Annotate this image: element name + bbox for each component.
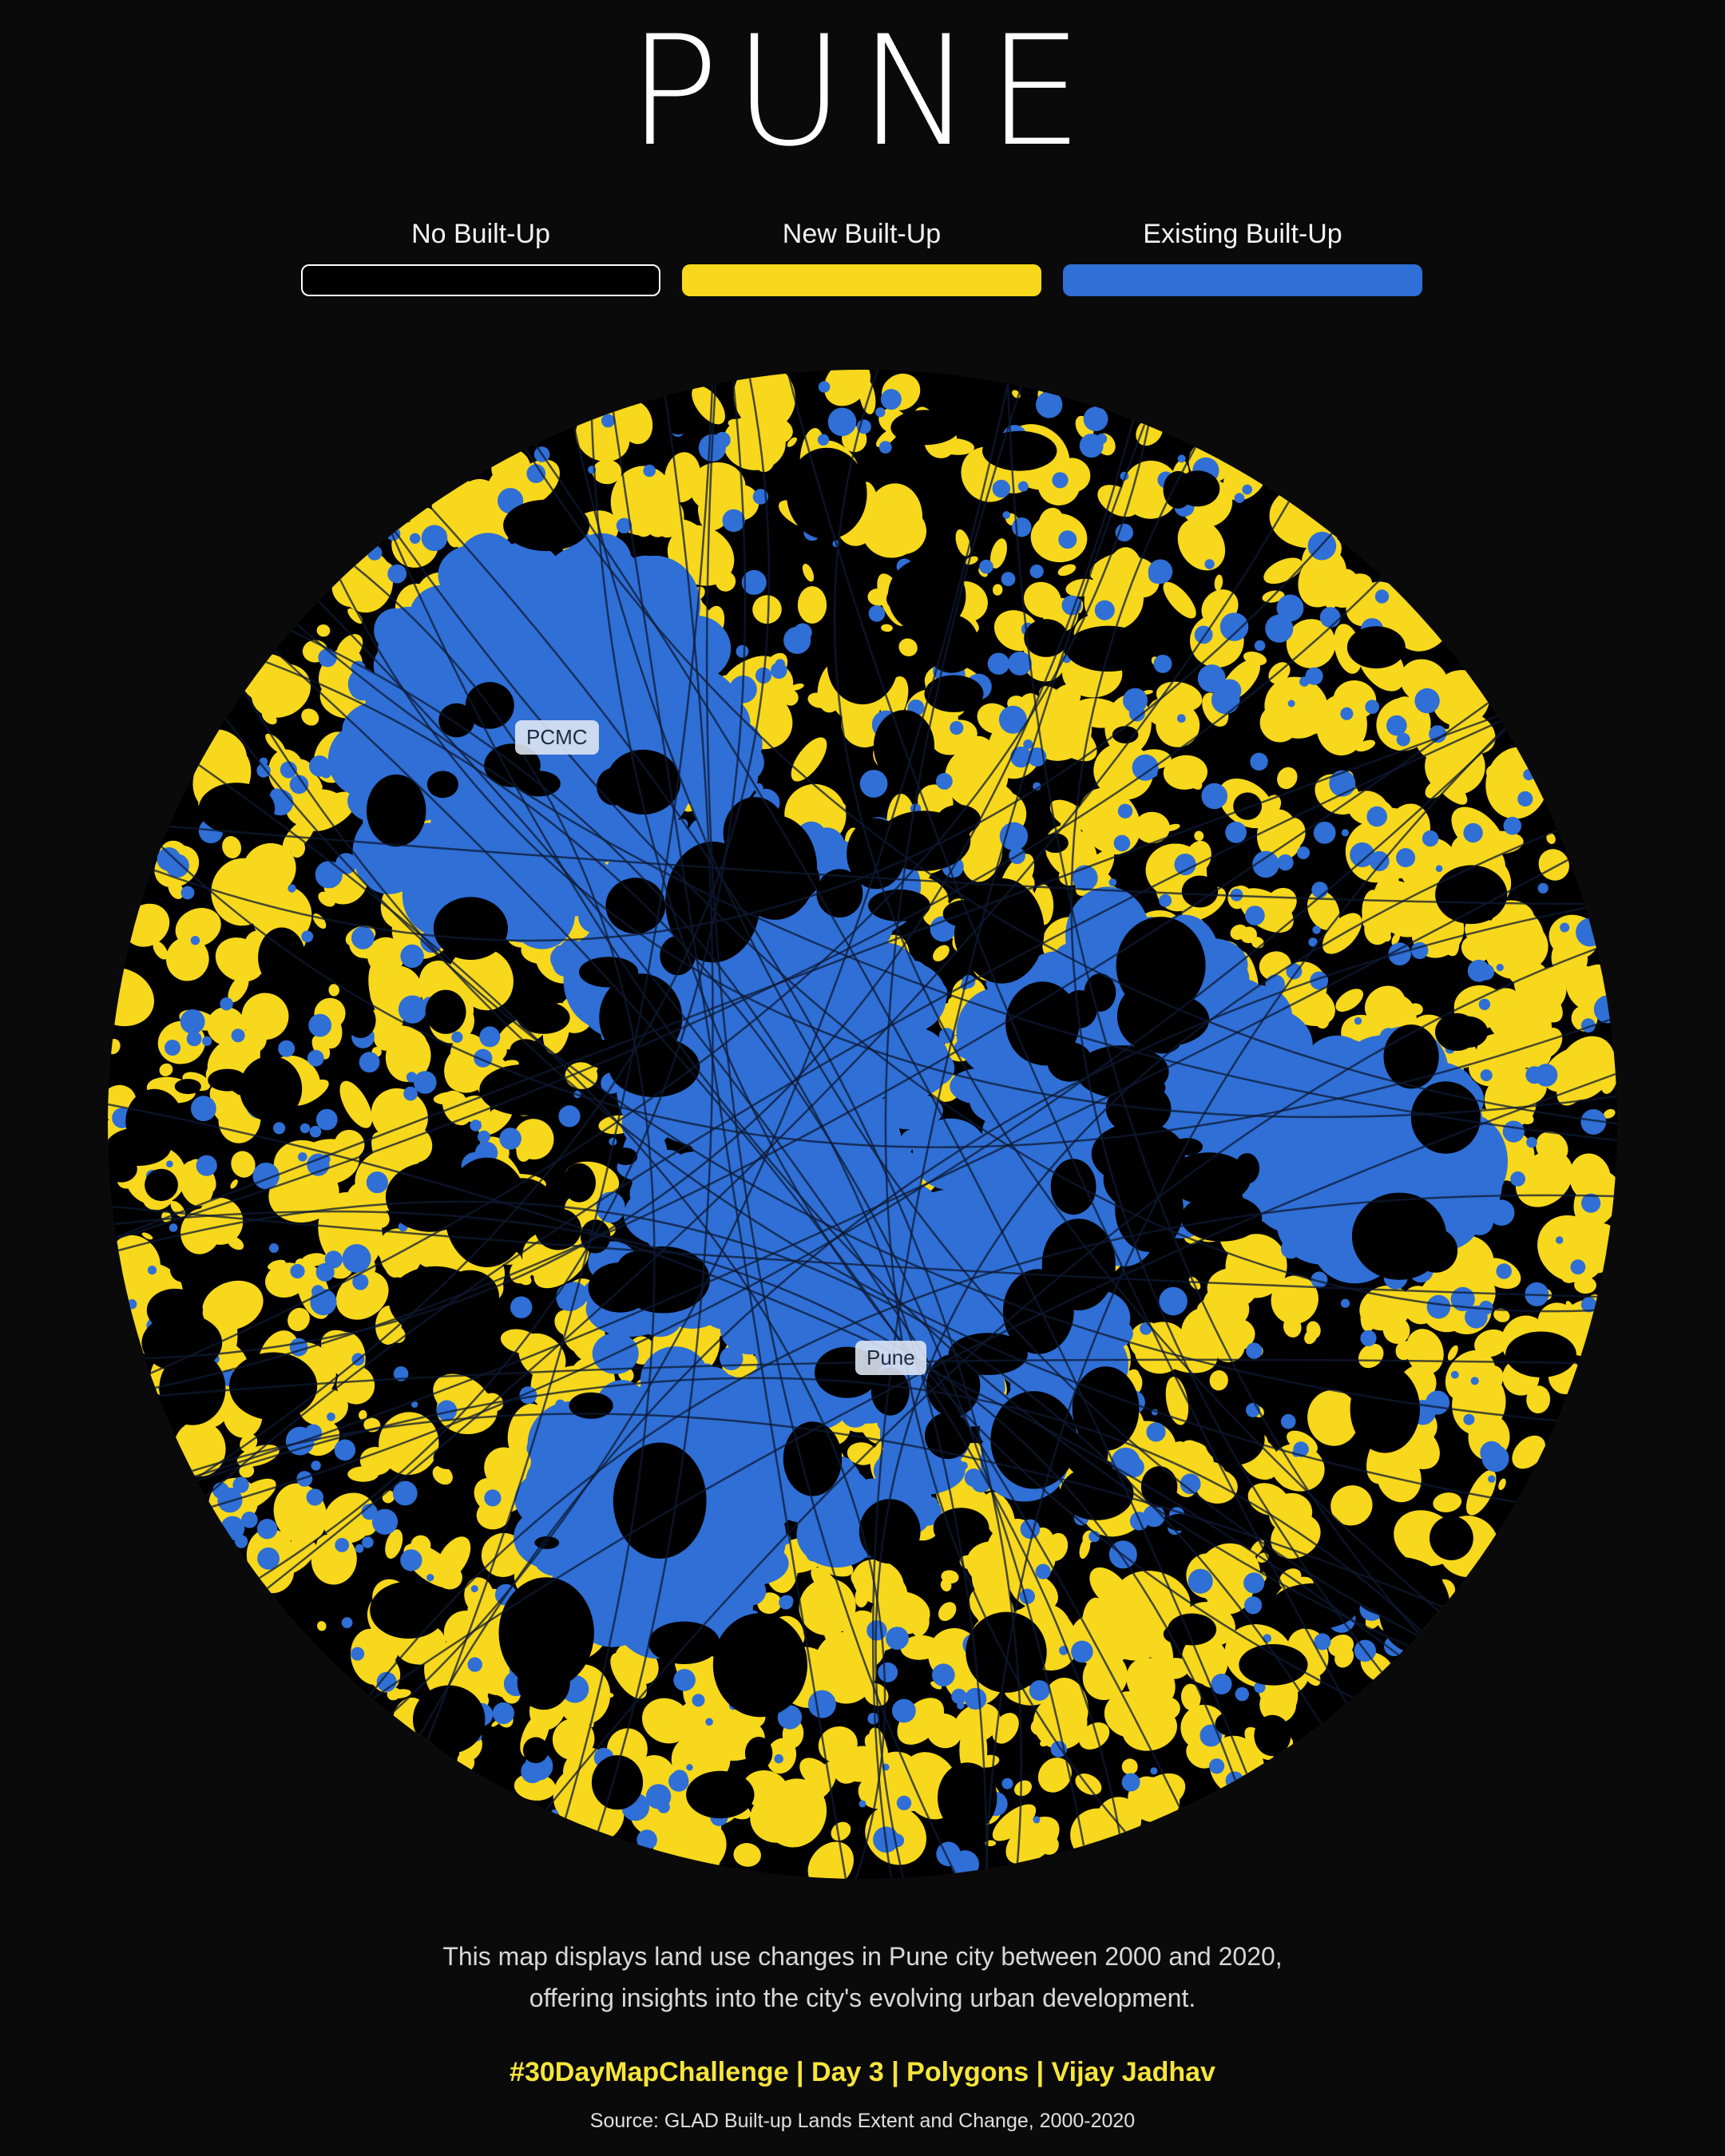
description-line-2: offering insights into the city's evolvi… xyxy=(529,1984,1196,2012)
road-network xyxy=(108,370,1617,1879)
map-title: PUNE xyxy=(628,3,1097,180)
legend-label-no-built-up: No Built-Up xyxy=(411,219,550,249)
legend-item-no-built-up: No Built-Up xyxy=(301,214,660,296)
map-area[interactable]: PCMC Pune xyxy=(94,356,1632,1893)
place-label-pune: Pune xyxy=(855,1341,926,1375)
description-line-1: This map displays land use changes in Pu… xyxy=(442,1942,1283,1971)
challenge-credit: #30DayMapChallenge | Day 3 | Polygons | … xyxy=(510,2057,1215,2087)
data-source: Source: GLAD Built-up Lands Extent and C… xyxy=(589,2110,1136,2132)
legend-swatch-no-built-up xyxy=(301,264,660,296)
legend: No Built-Up New Built-Up Existing Built-… xyxy=(301,214,1424,302)
land-use-map[interactable] xyxy=(94,356,1632,1893)
legend-swatch-new-built-up xyxy=(682,264,1041,296)
place-label-pcmc: PCMC xyxy=(515,720,599,755)
legend-label-new-built-up: New Built-Up xyxy=(782,219,942,249)
map-description: This map displays land use changes in Pu… xyxy=(0,1936,1725,2019)
legend-item-new-built-up: New Built-Up xyxy=(682,214,1041,296)
legend-label-existing-built-up: Existing Built-Up xyxy=(1143,219,1342,249)
legend-item-existing-built-up: Existing Built-Up xyxy=(1063,214,1422,296)
legend-swatch-existing-built-up xyxy=(1063,264,1422,296)
